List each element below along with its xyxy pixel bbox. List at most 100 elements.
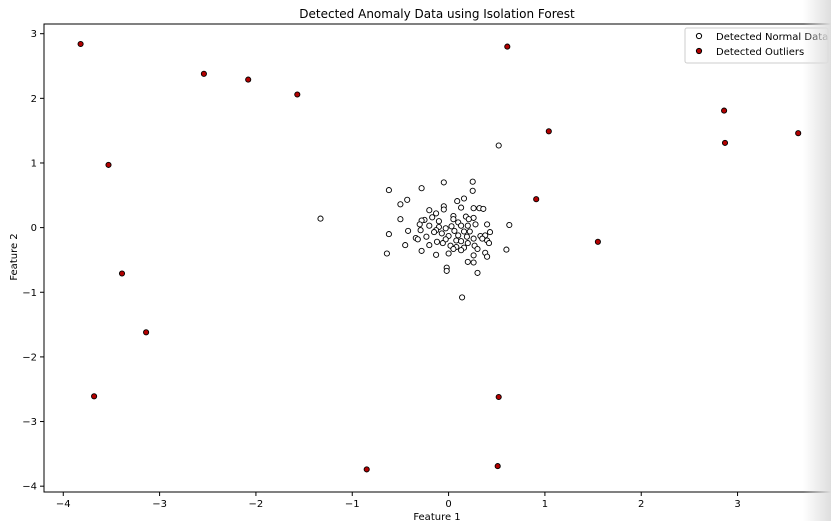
normal-point <box>458 247 465 254</box>
normal-point <box>402 242 409 249</box>
normal-point <box>474 245 481 253</box>
legend-outlier-label: Detected Outliers <box>716 47 804 58</box>
normal-point <box>445 250 452 257</box>
outlier-point <box>105 161 112 168</box>
outlier-point <box>721 107 728 114</box>
normal-point <box>433 251 440 258</box>
y-tick-label: −1 <box>22 288 37 299</box>
outlier-point <box>363 466 370 473</box>
legend-outlier-marker <box>695 47 703 55</box>
normal-point <box>435 218 442 225</box>
normal-point <box>443 267 450 274</box>
normal-point <box>385 187 392 194</box>
y-tick-label: −4 <box>22 482 37 493</box>
normal-point <box>385 231 392 238</box>
normal-point <box>484 221 491 228</box>
x-tick-label: −4 <box>56 499 71 510</box>
normal-points <box>317 142 513 301</box>
normal-point <box>470 252 477 259</box>
normal-point <box>416 221 423 228</box>
outlier-point <box>533 196 540 203</box>
outlier-point <box>494 463 501 470</box>
normal-point <box>404 196 411 203</box>
outlier-point <box>200 70 207 77</box>
normal-point <box>426 242 433 249</box>
normal-point <box>426 222 433 229</box>
normal-point <box>383 250 390 257</box>
y-tick-label: −2 <box>22 352 37 363</box>
outlier-point <box>721 139 729 146</box>
normal-point <box>463 233 470 240</box>
y-tick-label: −3 <box>22 417 37 428</box>
outlier-points <box>77 40 802 473</box>
normal-point <box>485 240 493 247</box>
normal-point <box>431 229 438 236</box>
normal-point <box>448 223 455 230</box>
plot-frame <box>43 23 831 493</box>
normal-point <box>464 240 471 247</box>
normal-point <box>503 246 510 253</box>
normal-point <box>451 227 458 234</box>
normal-point <box>317 215 324 222</box>
normal-point <box>454 198 461 205</box>
normal-point <box>429 214 436 221</box>
normal-point <box>458 238 465 245</box>
outlier-point <box>143 329 150 336</box>
normal-point <box>423 233 430 240</box>
normal-point <box>464 258 471 265</box>
normal-point <box>466 228 473 235</box>
normal-point <box>506 221 513 229</box>
outlier-point <box>294 91 301 98</box>
normal-point <box>405 227 412 234</box>
normal-point <box>495 142 502 149</box>
x-tick-label: 1 <box>542 499 548 510</box>
normal-point <box>455 232 462 239</box>
normal-point <box>397 201 404 208</box>
normal-point <box>433 210 440 217</box>
normal-point <box>450 216 457 223</box>
normal-point <box>418 185 425 192</box>
normal-point <box>460 228 468 235</box>
outlier-point <box>504 43 511 50</box>
outlier-point <box>91 393 98 400</box>
x-tick-label: 3 <box>734 499 740 510</box>
y-tick-label: 0 <box>31 223 37 234</box>
normal-point <box>465 216 472 223</box>
normal-point <box>450 245 457 253</box>
chart-title: Detected Anomaly Data using Isolation Fo… <box>299 7 575 21</box>
legend-normal-marker <box>695 32 703 40</box>
x-axis-ticks: −4 −3 −2 −1 0 1 2 3 <box>56 492 741 510</box>
normal-point <box>417 227 424 234</box>
normal-point <box>440 206 447 213</box>
normal-point <box>459 294 466 301</box>
normal-point <box>470 205 477 212</box>
normal-point <box>480 205 487 212</box>
normal-point <box>414 236 421 243</box>
legend-normal-label: Detected Normal Data <box>716 32 828 43</box>
normal-point <box>484 253 491 260</box>
outlier-point <box>495 393 502 401</box>
normal-point <box>453 237 460 244</box>
outlier-point <box>545 128 552 135</box>
normal-point <box>440 179 447 186</box>
normal-point <box>439 240 446 247</box>
x-tick-label: −3 <box>152 499 167 510</box>
x-axis-label: Feature 1 <box>413 512 460 521</box>
normal-point <box>418 247 425 254</box>
normal-point <box>460 195 468 202</box>
normal-point <box>458 204 465 211</box>
normal-point <box>469 187 476 194</box>
normal-point <box>464 222 471 229</box>
y-tick-label: 2 <box>31 94 37 105</box>
normal-point <box>470 259 477 266</box>
normal-point <box>470 235 477 242</box>
x-tick-label: 2 <box>638 499 644 510</box>
normal-point <box>486 229 494 236</box>
normal-point <box>433 238 441 245</box>
x-tick-label: −1 <box>345 499 360 510</box>
normal-point <box>472 221 479 228</box>
outlier-point <box>594 238 601 245</box>
y-tick-label: 3 <box>31 29 37 40</box>
outlier-point <box>77 40 84 48</box>
